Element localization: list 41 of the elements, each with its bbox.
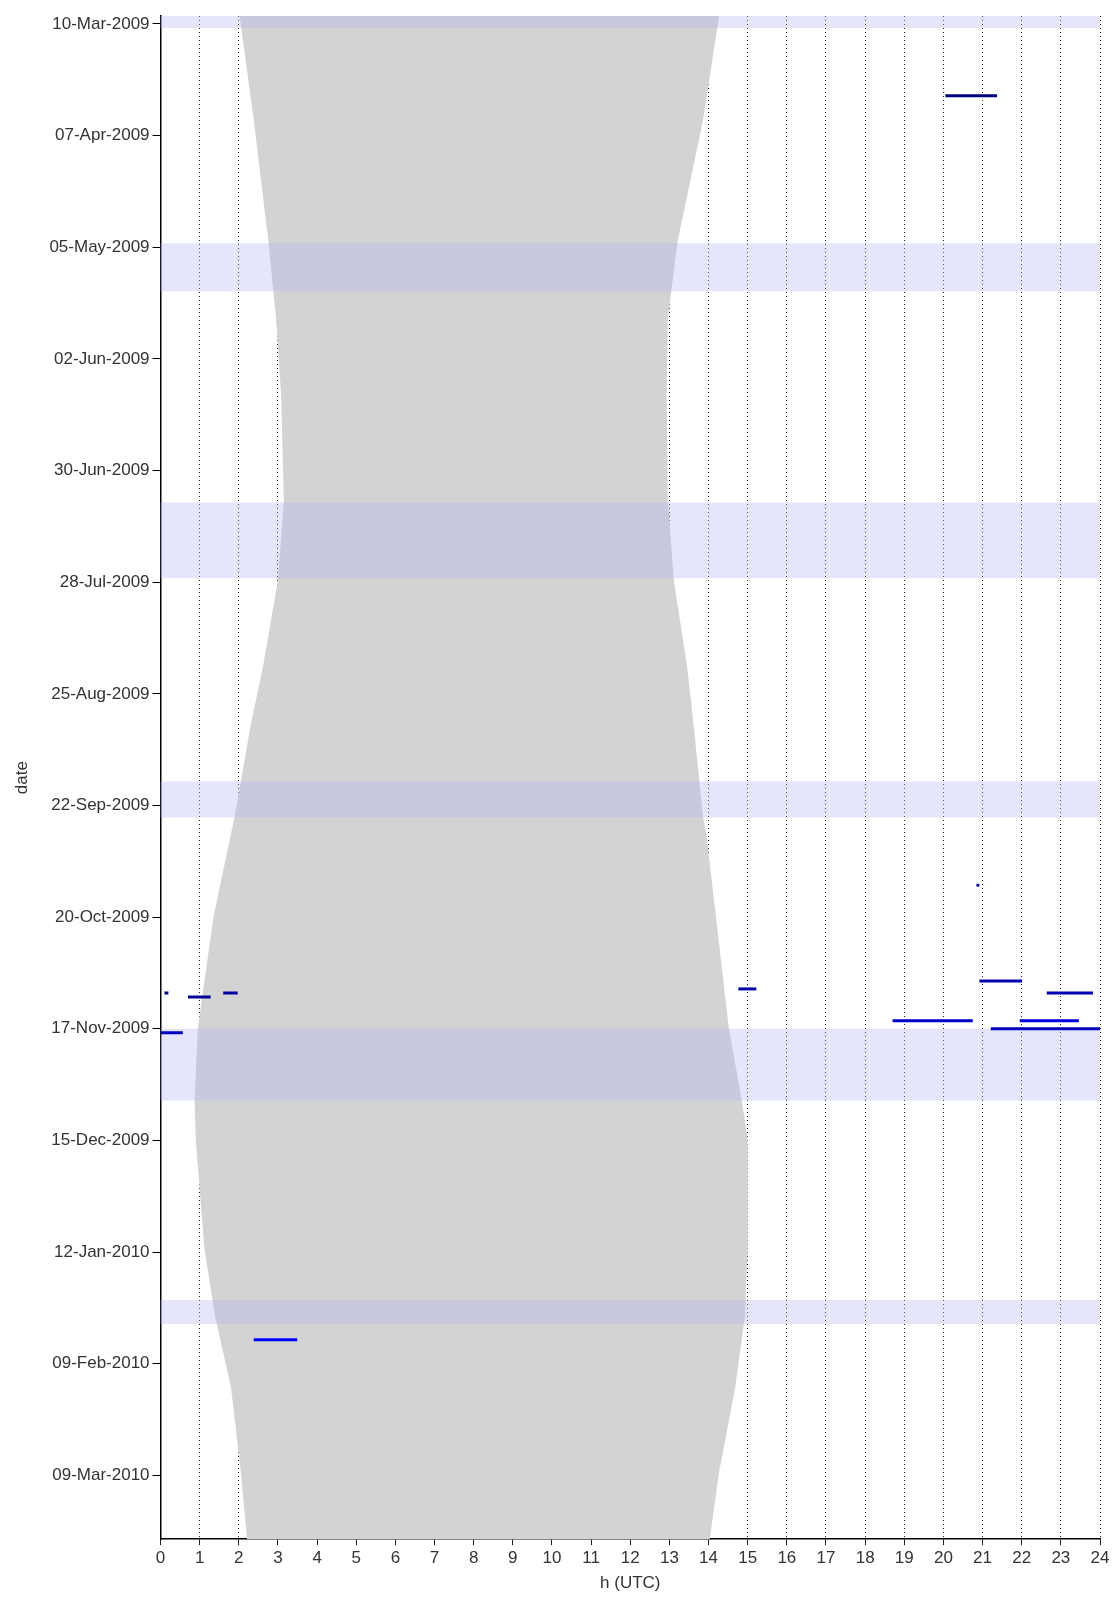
x-tick-label: 7 (429, 1548, 440, 1568)
x-tick-label: 15 (738, 1548, 758, 1568)
x-tick-label: 5 (351, 1548, 362, 1568)
x-tick-label: 9 (508, 1548, 518, 1568)
x-tick-label: 1 (194, 1548, 205, 1568)
y-tick-label: 25-Aug-2009 (51, 683, 150, 703)
x-tick-label: 22 (1012, 1548, 1032, 1568)
y-axis-title: date (11, 761, 31, 795)
x-tick-label: 3 (273, 1548, 283, 1568)
x-tick-label: 6 (390, 1548, 401, 1568)
y-tick-label: 05-May-2009 (49, 236, 150, 256)
y-tick-label: 09-Mar-2010 (52, 1465, 150, 1485)
y-tick-label: 22-Sep-2009 (51, 795, 150, 815)
x-tick-label: 10 (542, 1548, 562, 1568)
x-tick-label: 12 (620, 1548, 640, 1568)
y-tick-label: 12-Jan-2010 (54, 1241, 150, 1261)
x-tick-label: 2 (234, 1548, 244, 1568)
x-tick-label: 0 (155, 1548, 166, 1568)
x-tick-label: 20 (933, 1548, 953, 1568)
x-tick-label: 4 (312, 1548, 322, 1568)
x-tick-label: 19 (894, 1548, 914, 1568)
y-tick-label: 28-Jul-2009 (59, 571, 150, 591)
x-tick-label: 11 (582, 1548, 600, 1568)
x-tick-label: 16 (777, 1548, 797, 1568)
y-tick-label: 09-Feb-2010 (52, 1353, 150, 1373)
y-tick-label: 10-Mar-2009 (52, 13, 150, 33)
x-tick-label: 8 (468, 1548, 479, 1568)
y-tick-label: 30-Jun-2009 (54, 460, 150, 480)
x-tick-label: 21 (973, 1548, 993, 1568)
x-axis-title: h (UTC) (600, 1573, 661, 1593)
x-tick-label: 18 (855, 1548, 875, 1568)
y-tick-label: 02-Jun-2009 (54, 348, 150, 368)
x-tick-label: 24 (1090, 1548, 1110, 1568)
x-tick-label: 23 (1051, 1548, 1071, 1568)
x-tick-label: 14 (699, 1548, 719, 1568)
x-tick-label: 17 (816, 1548, 836, 1568)
y-tick-label: 15-Dec-2009 (51, 1130, 150, 1150)
y-tick-label: 17-Nov-2009 (51, 1018, 150, 1038)
x-tick-label: 13 (659, 1548, 679, 1568)
y-tick-label: 20-Oct-2009 (55, 906, 150, 926)
y-tick-label: 07-Apr-2009 (55, 125, 150, 145)
